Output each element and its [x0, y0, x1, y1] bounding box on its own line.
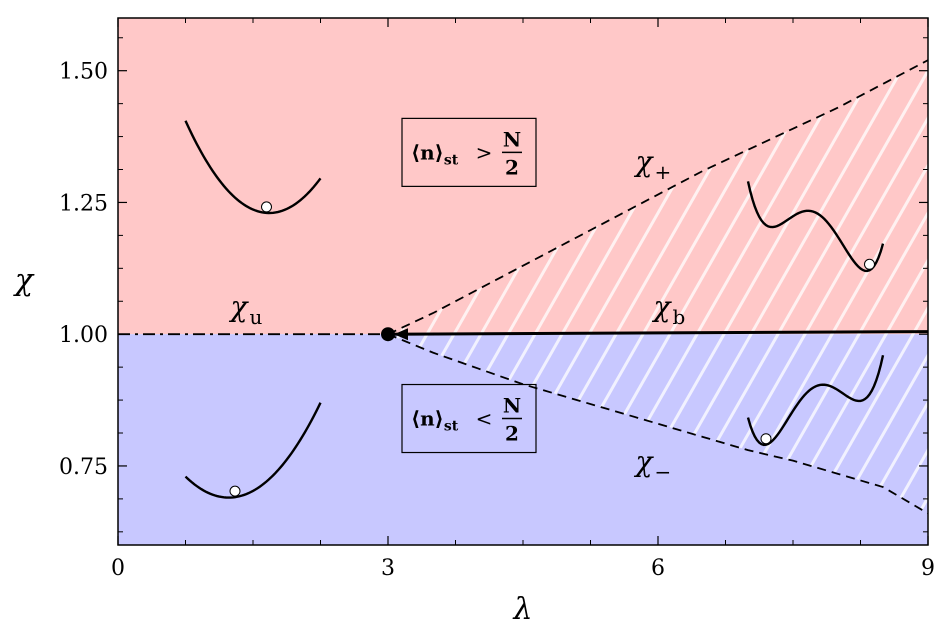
y-tick-label: 1.50: [59, 60, 108, 85]
hatch-line: [737, 60, 928, 514]
curve-label-sub: −: [654, 460, 671, 484]
curve-labels: χ u χ bχ +χ −: [229, 145, 686, 484]
x-axis-label: λ: [512, 592, 532, 627]
curve-label-sub: u: [249, 305, 262, 329]
potential-curve: [746, 181, 885, 273]
curve-label-main: χ: [652, 290, 673, 323]
axis-ticks: [117, 18, 929, 545]
fraction-numerator: N: [503, 394, 521, 418]
potential-curve: [184, 402, 322, 499]
x-tick-label: 9: [921, 556, 935, 581]
series-chi_b: [387, 330, 928, 336]
potential-insets: [184, 120, 885, 499]
hatch-line: [764, 60, 928, 514]
hatch-line: [872, 60, 928, 514]
condition-boxes: ⟨n⟩st > N 2 ⟨n⟩st < N 2: [401, 117, 537, 454]
y-tick-label: 0.75: [59, 455, 108, 480]
hatch-line: [791, 60, 928, 514]
condition-operator: <: [476, 407, 493, 431]
y-tick-label: 1.00: [59, 323, 108, 348]
state-ball-icon: [760, 433, 772, 445]
box-lower: ⟨n⟩st < N 2: [401, 383, 537, 454]
condition-lhs: ⟨n⟩st: [411, 407, 459, 435]
tick-labels: 0 3 6 9 0.75 1.00 1.25 1.50: [59, 60, 935, 581]
boundary-curves: [118, 59, 928, 515]
curve-label-main: χ: [634, 145, 655, 178]
fraction-denominator: 2: [505, 155, 519, 179]
hatch-line: [0, 18, 13, 545]
potential-curve: [184, 120, 322, 215]
region-upper: [118, 18, 928, 335]
hatch-line: [818, 60, 928, 514]
state-ball-icon: [229, 485, 241, 497]
inset-double-well-upper: [746, 181, 885, 273]
series-chi_minus: [387, 333, 928, 515]
critical-point-arrow: [394, 328, 408, 341]
potential-curve: [746, 355, 885, 447]
region-lower: [118, 334, 928, 545]
curve-label-main: χ: [634, 445, 655, 478]
phase-regions: [118, 18, 928, 545]
curve-label-main: χ: [229, 290, 250, 323]
fraction-denominator: 2: [505, 422, 519, 446]
x-tick-label: 3: [381, 556, 395, 581]
curve-label-sub: +: [654, 160, 671, 184]
y-axis-label: χ: [13, 263, 35, 298]
x-tick-label: 0: [111, 556, 125, 581]
state-ball-icon: [864, 258, 875, 270]
x-tick-label: 6: [651, 556, 665, 581]
inset-double-well-lower: [746, 355, 885, 447]
condition-operator: >: [476, 140, 493, 164]
y-tick-label: 1.25: [59, 191, 108, 216]
series-chi_plus: [387, 59, 928, 336]
state-ball-icon: [261, 201, 272, 213]
hatch-line: [0, 18, 67, 545]
fraction-numerator: N: [503, 127, 521, 151]
hatch-line: [845, 60, 928, 514]
box-upper: ⟨n⟩st > N 2: [401, 117, 537, 187]
condition-lhs: ⟨n⟩st: [411, 140, 459, 168]
curve-label-sub: b: [672, 305, 685, 329]
inset-single-well-lower: [184, 402, 322, 499]
critical-point-marker: [381, 327, 395, 342]
inset-single-well-upper: [184, 120, 322, 215]
hatch-line: [926, 60, 928, 514]
curve-label-chi_plus: χ +: [634, 145, 672, 184]
curve-label-chi_minus: χ −: [634, 445, 672, 484]
